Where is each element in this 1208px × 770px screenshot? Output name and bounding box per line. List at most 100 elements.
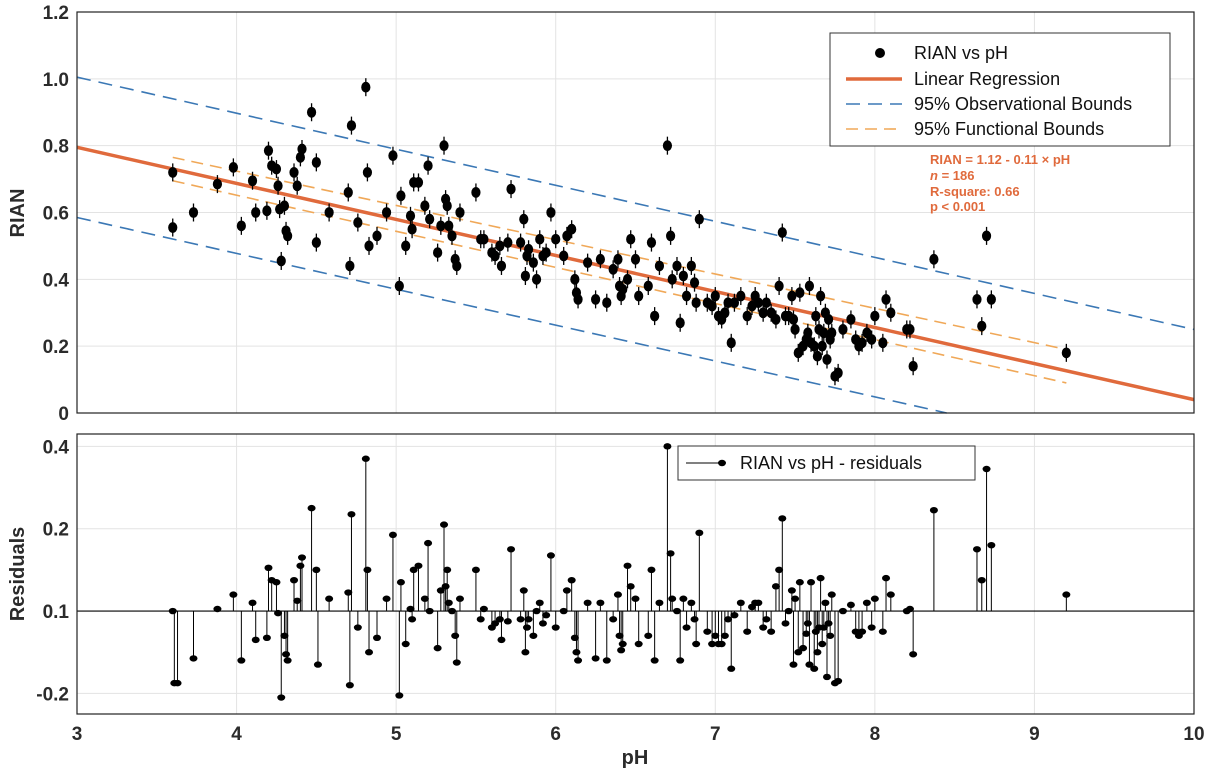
legend-label-residuals: RIAN vs pH - residuals: [740, 453, 922, 473]
annotation-r2: R-square: 0.66: [930, 184, 1020, 199]
point-106: [681, 290, 692, 302]
point-152: [823, 314, 834, 325]
residual-point-55: [455, 595, 464, 602]
residual-point-68: [522, 624, 531, 631]
annotation-n-label: n: [930, 168, 938, 183]
point-31: [362, 167, 373, 178]
residual-point-51: [444, 599, 453, 607]
residual-point-131: [781, 620, 790, 627]
residual-point-165: [878, 628, 887, 635]
residual-point-69: [524, 616, 533, 623]
residual-point-137: [795, 579, 804, 586]
point-60: [490, 250, 500, 262]
point-171: [929, 253, 939, 265]
residual-point-36: [395, 692, 404, 699]
residual-point-115: [717, 640, 726, 648]
residual-point-163: [867, 624, 876, 631]
point-5: [236, 220, 246, 232]
point-154: [827, 327, 837, 339]
residual-point-19: [293, 597, 302, 604]
bottom-y-tick-1: 0.2: [43, 520, 69, 541]
bottom-y-tick-labels: 0.4 0.2 0.1 -0.2: [36, 437, 69, 705]
point-72: [535, 233, 545, 245]
residual-point-129: [775, 566, 784, 574]
x-tick-5: 8: [870, 724, 881, 745]
point-40: [407, 223, 417, 235]
residual-point-90: [617, 646, 626, 654]
residual-point-136: [794, 649, 803, 656]
residual-point-149: [819, 624, 828, 631]
residual-point-158: [846, 601, 855, 609]
residual-point-13: [274, 609, 283, 617]
residual-point-121: [743, 628, 752, 635]
point-135: [790, 324, 800, 335]
residual-point-151: [822, 673, 831, 681]
x-tick-6: 9: [1029, 724, 1040, 745]
point-172: [972, 293, 982, 305]
residual-point-105: [679, 595, 688, 602]
residual-stems: [168, 443, 1071, 701]
rian-scatter-panel: 0 0.2 0.4 0.6 0.8 1.0 1.2 RIAN RIAN vs pH Line…: [7, 3, 1195, 425]
residual-point-38: [401, 640, 410, 648]
bottom-legend-box: [677, 445, 976, 481]
residual-point-91: [618, 640, 627, 648]
residual-point-32: [365, 649, 374, 656]
point-56: [471, 187, 481, 198]
point-7: [251, 207, 261, 218]
point-141: [804, 280, 815, 292]
residual-point-126: [762, 616, 771, 623]
residual-point-102: [668, 595, 677, 602]
point-175: [986, 293, 996, 305]
top-y-tick-0: 0: [58, 404, 69, 425]
top-legend-box: [829, 32, 1171, 147]
residual-point-92: [623, 562, 632, 569]
residual-point-148: [818, 640, 827, 648]
point-140: [803, 327, 813, 339]
point-107: [686, 260, 696, 272]
annotation-n: n = 186: [930, 168, 974, 183]
legend-marker-residuals-dot: [718, 459, 726, 467]
residual-point-20: [296, 562, 305, 569]
point-118: [726, 337, 736, 349]
point-76: [551, 233, 561, 245]
residual-point-111: [703, 628, 712, 635]
residual-point-34: [382, 595, 391, 602]
residual-point-18: [290, 576, 299, 584]
residual-point-134: [789, 661, 798, 668]
residual-point-110: [695, 529, 704, 537]
residual-point-78: [562, 587, 571, 594]
point-83: [583, 257, 593, 269]
point-42: [413, 177, 424, 188]
residual-point-138: [799, 644, 808, 652]
point-28: [346, 120, 357, 132]
residual-point-103: [672, 607, 681, 615]
point-52: [447, 230, 457, 242]
residual-point-76: [551, 624, 560, 631]
residual-point-112: [708, 640, 717, 648]
residual-point-88: [613, 591, 622, 598]
point-120: [736, 290, 746, 302]
point-84: [591, 293, 601, 305]
residual-point-56: [471, 566, 480, 574]
bottom-legend: RIAN vs pH - residuals: [677, 445, 976, 481]
residual-point-28: [347, 511, 356, 518]
point-145: [812, 350, 823, 362]
point-4: [228, 161, 238, 173]
func-bound-upper: [172, 156, 1067, 351]
residual-point-29: [353, 624, 362, 631]
residual-point-79: [567, 576, 576, 584]
residual-point-128: [771, 583, 780, 590]
point-25: [324, 207, 334, 218]
point-50: [442, 200, 452, 212]
point-166: [881, 293, 891, 305]
residual-point-66: [519, 587, 528, 594]
point-169: [905, 324, 915, 335]
point-86: [602, 297, 612, 309]
residual-point-22: [307, 504, 316, 512]
point-11: [271, 163, 282, 175]
point-148: [817, 340, 827, 352]
obs-bound-lower: [76, 216, 947, 414]
point-79: [567, 223, 577, 235]
point-109: [691, 297, 701, 309]
point-104: [675, 317, 685, 329]
